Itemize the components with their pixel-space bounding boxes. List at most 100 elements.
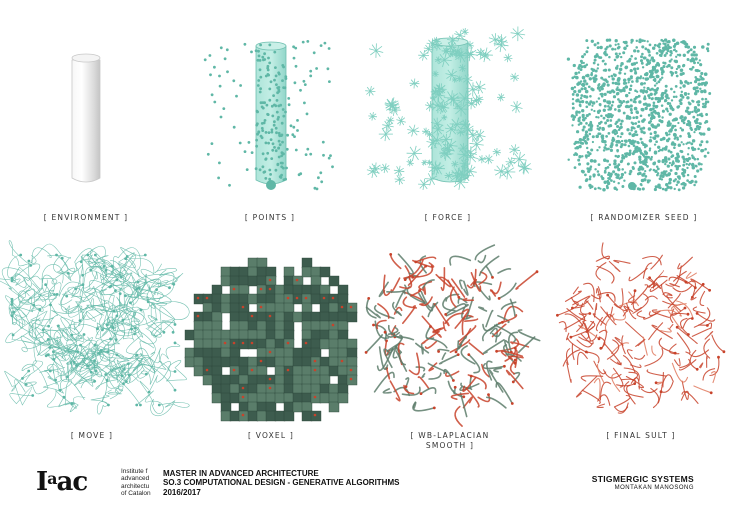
seed-point [618,52,621,56]
smoothed-strand [450,392,469,400]
seed-point [677,121,680,125]
point [260,136,264,140]
seed-point [691,166,696,170]
point [306,40,310,43]
force-star [483,154,494,165]
seed-point [652,104,656,108]
seed-point [670,52,673,55]
seed-point [635,79,639,83]
point [218,84,222,88]
smoothed-strand [385,367,391,380]
point [259,43,262,47]
smoothed-strand [374,320,390,340]
smoothed-strand [673,358,681,367]
point [222,107,226,110]
voxel [238,302,250,314]
point [278,143,282,147]
force-vector [464,49,477,59]
seed-point [585,134,589,138]
node [513,358,517,362]
seed-point [630,54,633,58]
force-vector [473,83,486,92]
smoothed-strand [566,308,587,322]
seed-point [667,45,671,50]
voxel [202,374,214,386]
smoothed-strand [372,324,387,341]
point [276,163,280,167]
smoothed-strand [365,306,381,319]
seed-point [675,167,679,171]
voxel [274,392,286,404]
force-star [378,127,393,142]
voxel [319,365,331,377]
voxel [319,374,331,386]
node [491,276,494,279]
seed-point [694,53,698,57]
seed-point [624,93,629,98]
force-vector [380,165,390,172]
smoothed-strand [703,338,711,359]
voxel [220,374,232,386]
voxel [202,311,214,323]
voxel-marker [313,359,317,363]
seed-point [649,72,654,77]
seed-point [682,53,686,57]
trail-end [66,375,69,379]
voxel [229,320,241,332]
project-title: STIGMERGIC SYSTEMS [591,474,694,484]
trail-end [10,276,14,280]
point [327,156,331,160]
seed-point [654,104,659,109]
seed-point [697,78,701,82]
seed-point [585,100,589,104]
seed-point [648,169,651,172]
smoothed-strand [606,306,614,318]
force-star [461,27,469,36]
force-vector [426,160,433,165]
seed-point [683,116,687,120]
seed-point [581,155,584,158]
smoothed-strand [623,367,640,382]
smoothed-strand [612,367,624,388]
seed-point [668,177,672,182]
seed-point [647,94,651,98]
trail-end [115,278,119,282]
smoothed-strand [626,384,636,405]
seed-point [644,174,648,178]
seed-point [577,123,581,126]
voxel-marker [268,350,272,354]
smoothed-strand [462,297,475,302]
trail-end [96,327,99,331]
seed-point [674,71,678,74]
seed-point [645,72,649,76]
seed-point [687,111,691,116]
seed-point [622,111,626,115]
smoothed-strand [702,368,716,381]
smoothed-strand [441,352,447,360]
smoothed-strand [606,339,620,360]
point [265,103,269,107]
seed-point [638,157,642,161]
trail-end [135,403,139,407]
force-star [496,93,506,102]
seed-point [602,188,606,192]
force-vector [441,115,448,120]
smoothed-strand [466,268,477,289]
voxel [247,338,259,350]
seed-point [655,125,658,128]
voxel [202,302,214,314]
seed-point [614,52,618,56]
point [261,165,265,169]
seed-point [635,133,639,137]
seed-point [697,103,701,107]
seed-point [599,45,603,50]
smoothed-strand [699,290,706,307]
voxel [193,311,205,323]
point [274,126,278,130]
seed-point [665,107,669,111]
seed-point [596,55,600,58]
point [294,64,298,68]
seed-point [680,150,684,154]
seed-point [685,157,689,162]
seed-point [610,89,615,93]
